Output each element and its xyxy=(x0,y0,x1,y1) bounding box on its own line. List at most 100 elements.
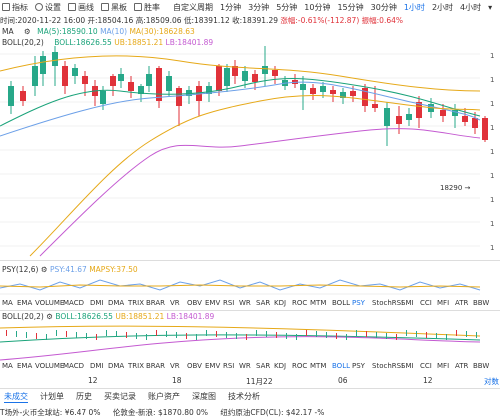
small-boll-legend: BOLL(20,2) ⚙ BOLL:18626.55 UB:18851.21 L… xyxy=(2,312,214,321)
bottom-tab[interactable]: 未成交 xyxy=(4,392,28,403)
candle-body xyxy=(224,68,230,86)
indicator2-tab-mtm[interactable]: MTM xyxy=(310,362,327,370)
small-boll-chart[interactable] xyxy=(0,320,500,362)
gear-icon[interactable]: ⚙ xyxy=(24,27,31,36)
period-4h[interactable]: 4小时 xyxy=(460,2,482,12)
indicator2-tab-wr[interactable]: WR xyxy=(239,362,251,370)
indicator-tab-cci[interactable]: CCI xyxy=(420,299,432,307)
candle-body xyxy=(262,66,268,74)
indicator2-tab-volume[interactable]: VOLUME xyxy=(35,362,65,370)
candlestick-chart[interactable]: 1 1 1 1 1 1 1 1 1 xyxy=(0,46,500,258)
indicator2-tab-dmi[interactable]: DMI xyxy=(90,362,104,370)
bottom-tab[interactable]: 买卖记录 xyxy=(104,392,136,401)
gear-icon[interactable]: ⚙ xyxy=(40,265,48,274)
draw-line-button[interactable]: 画线 xyxy=(68,2,94,13)
indicator2-tab-roc[interactable]: ROC xyxy=(292,362,308,370)
indicator-tab-emv[interactable]: EMV xyxy=(205,299,221,307)
indicator2-tab-bbw[interactable]: BBW xyxy=(473,362,490,370)
indicator2-tab-emv[interactable]: EMV xyxy=(205,362,221,370)
psy-chart[interactable] xyxy=(0,274,500,298)
indicator2-tab-trix[interactable]: TRIX xyxy=(128,362,144,370)
bottom-tab[interactable]: 深度图 xyxy=(192,392,216,401)
candle-body xyxy=(72,68,78,76)
win-rate-button[interactable]: 胜率 xyxy=(134,2,160,13)
boll-mini-bar xyxy=(376,332,377,338)
period-1h[interactable]: 1小时 xyxy=(403,2,425,12)
period-1min[interactable]: 1分钟 xyxy=(220,2,242,12)
indicator2-tab-vr[interactable]: VR xyxy=(170,362,180,370)
amplitude-label: 振幅:0.64% xyxy=(361,16,404,25)
period-5min[interactable]: 5分钟 xyxy=(276,2,298,12)
period-3min[interactable]: 3分钟 xyxy=(248,2,270,12)
indicator2-tab-brar[interactable]: BRAR xyxy=(146,362,166,370)
indicator2-tab-boll[interactable]: BOLL xyxy=(332,362,350,370)
indicator-tab-bbw[interactable]: BBW xyxy=(473,299,490,307)
boll-mini-bar xyxy=(176,332,177,338)
y-tick-label: 1 xyxy=(490,196,494,204)
indicator-tab-ma[interactable]: MA xyxy=(2,299,13,307)
bottom-tab[interactable]: 历史 xyxy=(76,392,92,401)
indicator-tab-trix[interactable]: TRIX xyxy=(128,299,144,307)
gear-icon[interactable]: ⚙ xyxy=(46,312,53,321)
indicator2-tab-mfi[interactable]: MFI xyxy=(437,362,450,370)
period-custom[interactable]: 自定义周期 xyxy=(173,2,213,12)
indicator-tab-volume[interactable]: VOLUME xyxy=(35,299,65,307)
indicator-tab-brar[interactable]: BRAR xyxy=(146,299,166,307)
bottom-tab[interactable]: 技术分析 xyxy=(228,392,260,401)
ma-title[interactable]: MA xyxy=(2,27,14,36)
boll-mini-bar xyxy=(356,330,357,336)
ticker-1: T场外-火币全球站: ¥6.47 0% xyxy=(0,408,101,417)
indicator2-tab-kdj[interactable]: KDJ xyxy=(274,362,287,370)
indicator-tab-roc[interactable]: ROC xyxy=(292,299,308,307)
boll-title[interactable]: BOLL(20,2) xyxy=(2,38,44,47)
indicator-tab-smi[interactable]: SMI xyxy=(401,299,414,307)
indicator-tab-rsi[interactable]: RSI xyxy=(223,299,235,307)
indicator2-tab-ema[interactable]: EMA xyxy=(17,362,33,370)
indicator2-tab-stochrsi[interactable]: StochRSI xyxy=(372,362,404,370)
period-15min[interactable]: 15分钟 xyxy=(337,2,364,12)
indicator-tab-sar[interactable]: SAR xyxy=(256,299,271,307)
log-scale-toggle[interactable]: 对数 xyxy=(484,377,499,386)
indicator-tab-wr[interactable]: WR xyxy=(239,299,251,307)
boll-mini-bar xyxy=(416,331,417,337)
indicator-tab-ema[interactable]: EMA xyxy=(17,299,33,307)
indicator2-tab-ma[interactable]: MA xyxy=(2,362,13,370)
indicator2-tab-psy[interactable]: PSY xyxy=(352,362,365,370)
indicator-tab-stochrsi[interactable]: StochRSI xyxy=(372,299,404,307)
indicator2-tab-smi[interactable]: SMI xyxy=(401,362,414,370)
y-tick-label: 1 xyxy=(490,244,494,252)
indicators-button[interactable]: 指标 xyxy=(2,2,28,13)
indicator-tab-boll[interactable]: BOLL xyxy=(332,299,350,307)
indicator-tab-dma[interactable]: DMA xyxy=(108,299,125,307)
bottom-tab[interactable]: 账户资产 xyxy=(148,392,180,401)
change-label: 涨幅:-0.61%(-112.87) xyxy=(280,16,360,25)
chevron-down-icon[interactable]: ▾ xyxy=(488,2,493,12)
indicator-tab-atr[interactable]: ATR xyxy=(455,299,469,307)
bottom-tabs: 未成交 计划单 历史 买卖记录 账户资产 深度图 技术分析 xyxy=(0,391,500,403)
boll-mini-bar xyxy=(346,334,347,340)
period-10min[interactable]: 10分钟 xyxy=(304,2,331,12)
date-axis: 12 18 11月22 06 12 对数 xyxy=(0,376,500,386)
period-30min[interactable]: 30分钟 xyxy=(370,2,397,12)
indicator-tab-dmi[interactable]: DMI xyxy=(90,299,104,307)
indicator-tab-kdj[interactable]: KDJ xyxy=(274,299,287,307)
indicator-tab-obv[interactable]: OBV xyxy=(187,299,202,307)
blackboard-button[interactable]: 黑板 xyxy=(101,2,127,13)
indicator2-tab-obv[interactable]: OBV xyxy=(187,362,202,370)
indicator2-tab-macd[interactable]: MACD xyxy=(63,362,84,370)
settings-button[interactable]: 设置 xyxy=(35,2,61,13)
indicator2-tab-dma[interactable]: DMA xyxy=(108,362,125,370)
period-2h[interactable]: 2小时 xyxy=(431,2,454,12)
indicator-tab-vr[interactable]: VR xyxy=(170,299,180,307)
indicator2-tab-sar[interactable]: SAR xyxy=(256,362,271,370)
indicator2-tab-atr[interactable]: ATR xyxy=(455,362,469,370)
indicator2-tab-rsi[interactable]: RSI xyxy=(223,362,235,370)
bottom-tab[interactable]: 计划单 xyxy=(40,392,64,401)
indicator-tab-mtm[interactable]: MTM xyxy=(310,299,327,307)
date-tick: 11月22 xyxy=(246,377,273,386)
indicator-tab-psy[interactable]: PSY xyxy=(352,299,365,307)
indicator-tab-mfi[interactable]: MFI xyxy=(437,299,450,307)
boll-mini-bar xyxy=(456,330,457,336)
indicator-tab-macd[interactable]: MACD xyxy=(63,299,84,307)
indicator2-tab-cci[interactable]: CCI xyxy=(420,362,432,370)
